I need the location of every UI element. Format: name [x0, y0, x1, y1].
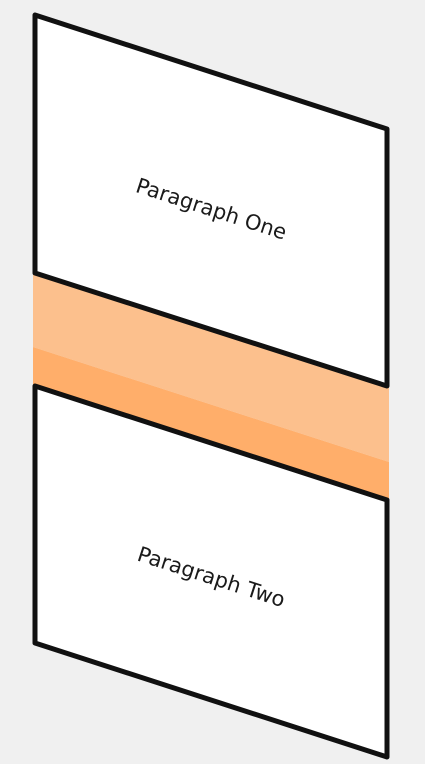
paragraph-two-box — [32, 383, 390, 760]
paragraph-one-box — [32, 12, 390, 389]
gap-band-light — [33, 273, 389, 462]
paragraph-two-panel: Paragraph Two — [32, 383, 390, 760]
paragraph-one-panel: Paragraph One — [32, 12, 390, 389]
paragraph-gap-band — [33, 273, 389, 500]
gap-band-dark — [33, 347, 389, 500]
